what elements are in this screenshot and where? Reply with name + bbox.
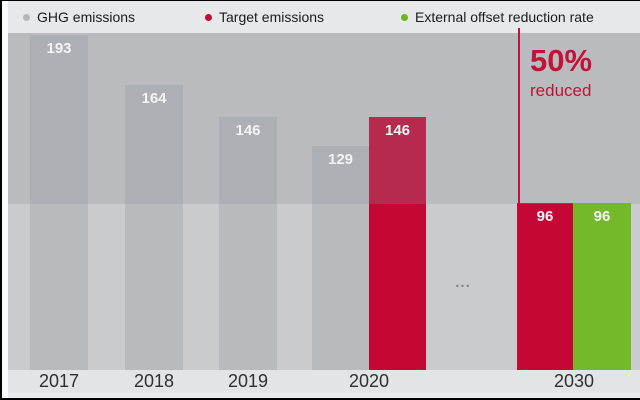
legend-item-external-offset: External offset reduction rate bbox=[401, 1, 594, 33]
legend-item-label: External offset reduction rate bbox=[415, 9, 594, 25]
bar-target-2020 bbox=[369, 117, 426, 370]
bar-ghg-2017 bbox=[30, 35, 88, 370]
legend-item-target-emissions: Target emissions bbox=[205, 1, 324, 33]
legend-item-label: Target emissions bbox=[219, 9, 325, 25]
ghg-legend-dot-icon bbox=[23, 13, 30, 21]
target-legend-dot-icon bbox=[205, 13, 212, 21]
upper-zone-tint-overlay bbox=[8, 33, 640, 204]
x-axis-label-2020: 2020 bbox=[348, 371, 390, 391]
reduction-caption-label: reduced bbox=[530, 81, 592, 100]
bar-value-label: 96 bbox=[593, 208, 611, 225]
plot-area: 50% reduced ... 193 164 146 129 146 96 96 bbox=[8, 28, 640, 370]
timeline-gap-ellipsis: ... bbox=[455, 274, 471, 291]
legend-item-ghg-emissions: GHG emissions bbox=[23, 1, 135, 33]
bar-ghg-2020 bbox=[312, 146, 369, 370]
offset-legend-dot-icon bbox=[401, 13, 408, 21]
window-edge-white-strip bbox=[2, 1, 8, 398]
bar-ghg-2018 bbox=[125, 85, 183, 370]
bar-value-label: 129 bbox=[327, 151, 354, 168]
x-axis-label-2018: 2018 bbox=[133, 371, 175, 391]
bar-value-label: 146 bbox=[384, 122, 411, 139]
legend-item-label: GHG emissions bbox=[37, 9, 136, 25]
bar-value-label: 96 bbox=[536, 208, 554, 225]
legend-bar: GHG emissions Target emissions External … bbox=[8, 1, 640, 33]
bar-value-label: 164 bbox=[141, 90, 167, 107]
x-axis: 2017 2018 2019 2020 2030 bbox=[8, 370, 640, 393]
footer-strip bbox=[8, 393, 640, 398]
chart-panel: GHG emissions Target emissions External … bbox=[8, 1, 640, 398]
x-axis-label-2017: 2017 bbox=[38, 371, 80, 391]
bar-offset-2030 bbox=[573, 203, 631, 370]
bar-target-2030 bbox=[517, 203, 573, 370]
reduction-percent-label: 50% bbox=[530, 43, 593, 78]
bar-value-label: 146 bbox=[235, 122, 261, 139]
x-axis-label-2019: 2019 bbox=[227, 371, 269, 391]
bar-ghg-2019 bbox=[219, 117, 277, 370]
x-axis-label-2030: 2030 bbox=[553, 371, 595, 391]
bar-value-label: 193 bbox=[46, 40, 72, 57]
reduction-threshold-line bbox=[518, 28, 520, 204]
